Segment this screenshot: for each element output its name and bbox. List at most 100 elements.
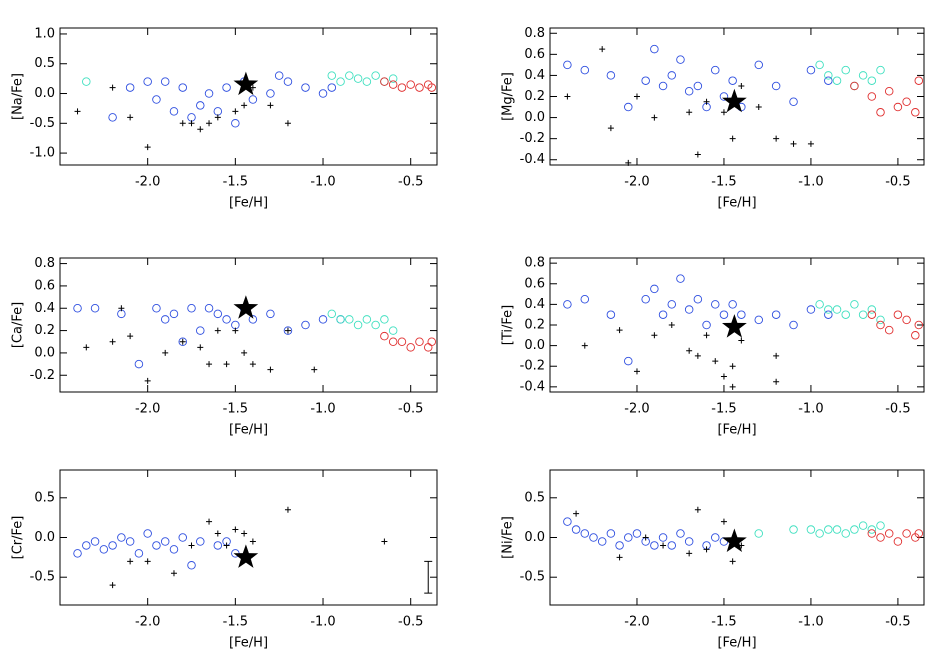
point [633,368,640,375]
x-tick-label: -1.5 [711,402,736,417]
point [884,86,894,96]
point [563,300,572,309]
point [807,140,814,147]
x-tick-label: -1.0 [310,175,335,190]
point [867,529,877,538]
point [380,331,389,341]
y-tick-label: -0.5 [520,570,545,585]
y-tick-label: 0.0 [34,345,55,360]
point [719,310,729,319]
point [188,120,195,127]
point [633,93,640,100]
point [109,338,116,345]
point [738,82,745,89]
point [206,361,213,368]
point [214,530,221,537]
point [345,315,354,324]
y-tick-label: -0.2 [30,368,55,383]
point [902,97,911,107]
point [824,76,833,85]
point [214,114,221,121]
point [213,107,223,116]
point [667,300,677,309]
point [702,320,711,330]
x-tick-label: -0.5 [398,615,423,630]
y-axis-label: [Ca/Fe] [11,302,26,348]
point [599,46,606,53]
point [771,81,781,91]
star [233,295,259,319]
point [686,109,693,116]
point [876,65,885,75]
point [832,76,842,85]
point [686,550,693,557]
point [371,71,380,80]
point [658,81,668,91]
star [233,71,259,96]
point [728,76,737,85]
point [876,521,885,530]
point [902,529,911,538]
point [597,537,607,546]
point [563,517,572,526]
point [381,538,388,545]
point [187,561,196,570]
point [170,570,177,577]
y-tick-label: -0.4 [520,152,545,167]
point [127,333,134,340]
point [241,349,248,356]
point [773,378,780,385]
point [241,102,248,109]
point [624,356,633,366]
point [651,332,658,339]
point [187,113,196,122]
point [703,546,710,553]
point [214,327,221,334]
point [362,77,372,86]
point [108,113,117,122]
point [152,304,161,313]
point [667,541,677,550]
point [858,521,868,530]
point [625,159,632,166]
point [415,83,424,92]
point [266,89,275,98]
point [109,84,116,91]
point [729,383,736,390]
x-tick-label: -0.5 [885,615,910,630]
point [773,352,780,359]
y-axis-label: [Na/Fe] [11,73,26,120]
point [703,332,710,339]
x-axis-label: [Fe/H] [717,636,756,651]
point [893,537,903,546]
x-tick-label: -1.0 [798,615,823,630]
point [327,309,337,319]
point [169,107,179,116]
point [884,529,894,538]
point [693,294,703,304]
x-tick-label: -0.5 [885,175,910,190]
point [694,506,701,513]
point [867,92,877,101]
point [108,541,117,550]
point [606,310,616,319]
point [162,349,169,356]
point [197,126,204,133]
panel: -2.0 -1.5 -1.0 -0.5 -1.0 -0.5 0.0 0.5 1.0 [Fe/H] [… [11,26,438,211]
point [353,74,363,83]
point [73,549,82,558]
point [876,315,885,325]
point [204,89,214,98]
x-axis-label: [Fe/H] [229,423,268,438]
point [267,102,274,109]
x-tick-label: -1.0 [310,615,335,630]
point [902,315,911,325]
y-tick-label: -0.4 [520,379,545,394]
point [676,529,685,538]
point [274,71,284,80]
point [641,76,650,85]
point [712,358,719,365]
y-tick-label: 0.5 [524,490,545,505]
point [284,506,291,513]
point [388,80,398,89]
